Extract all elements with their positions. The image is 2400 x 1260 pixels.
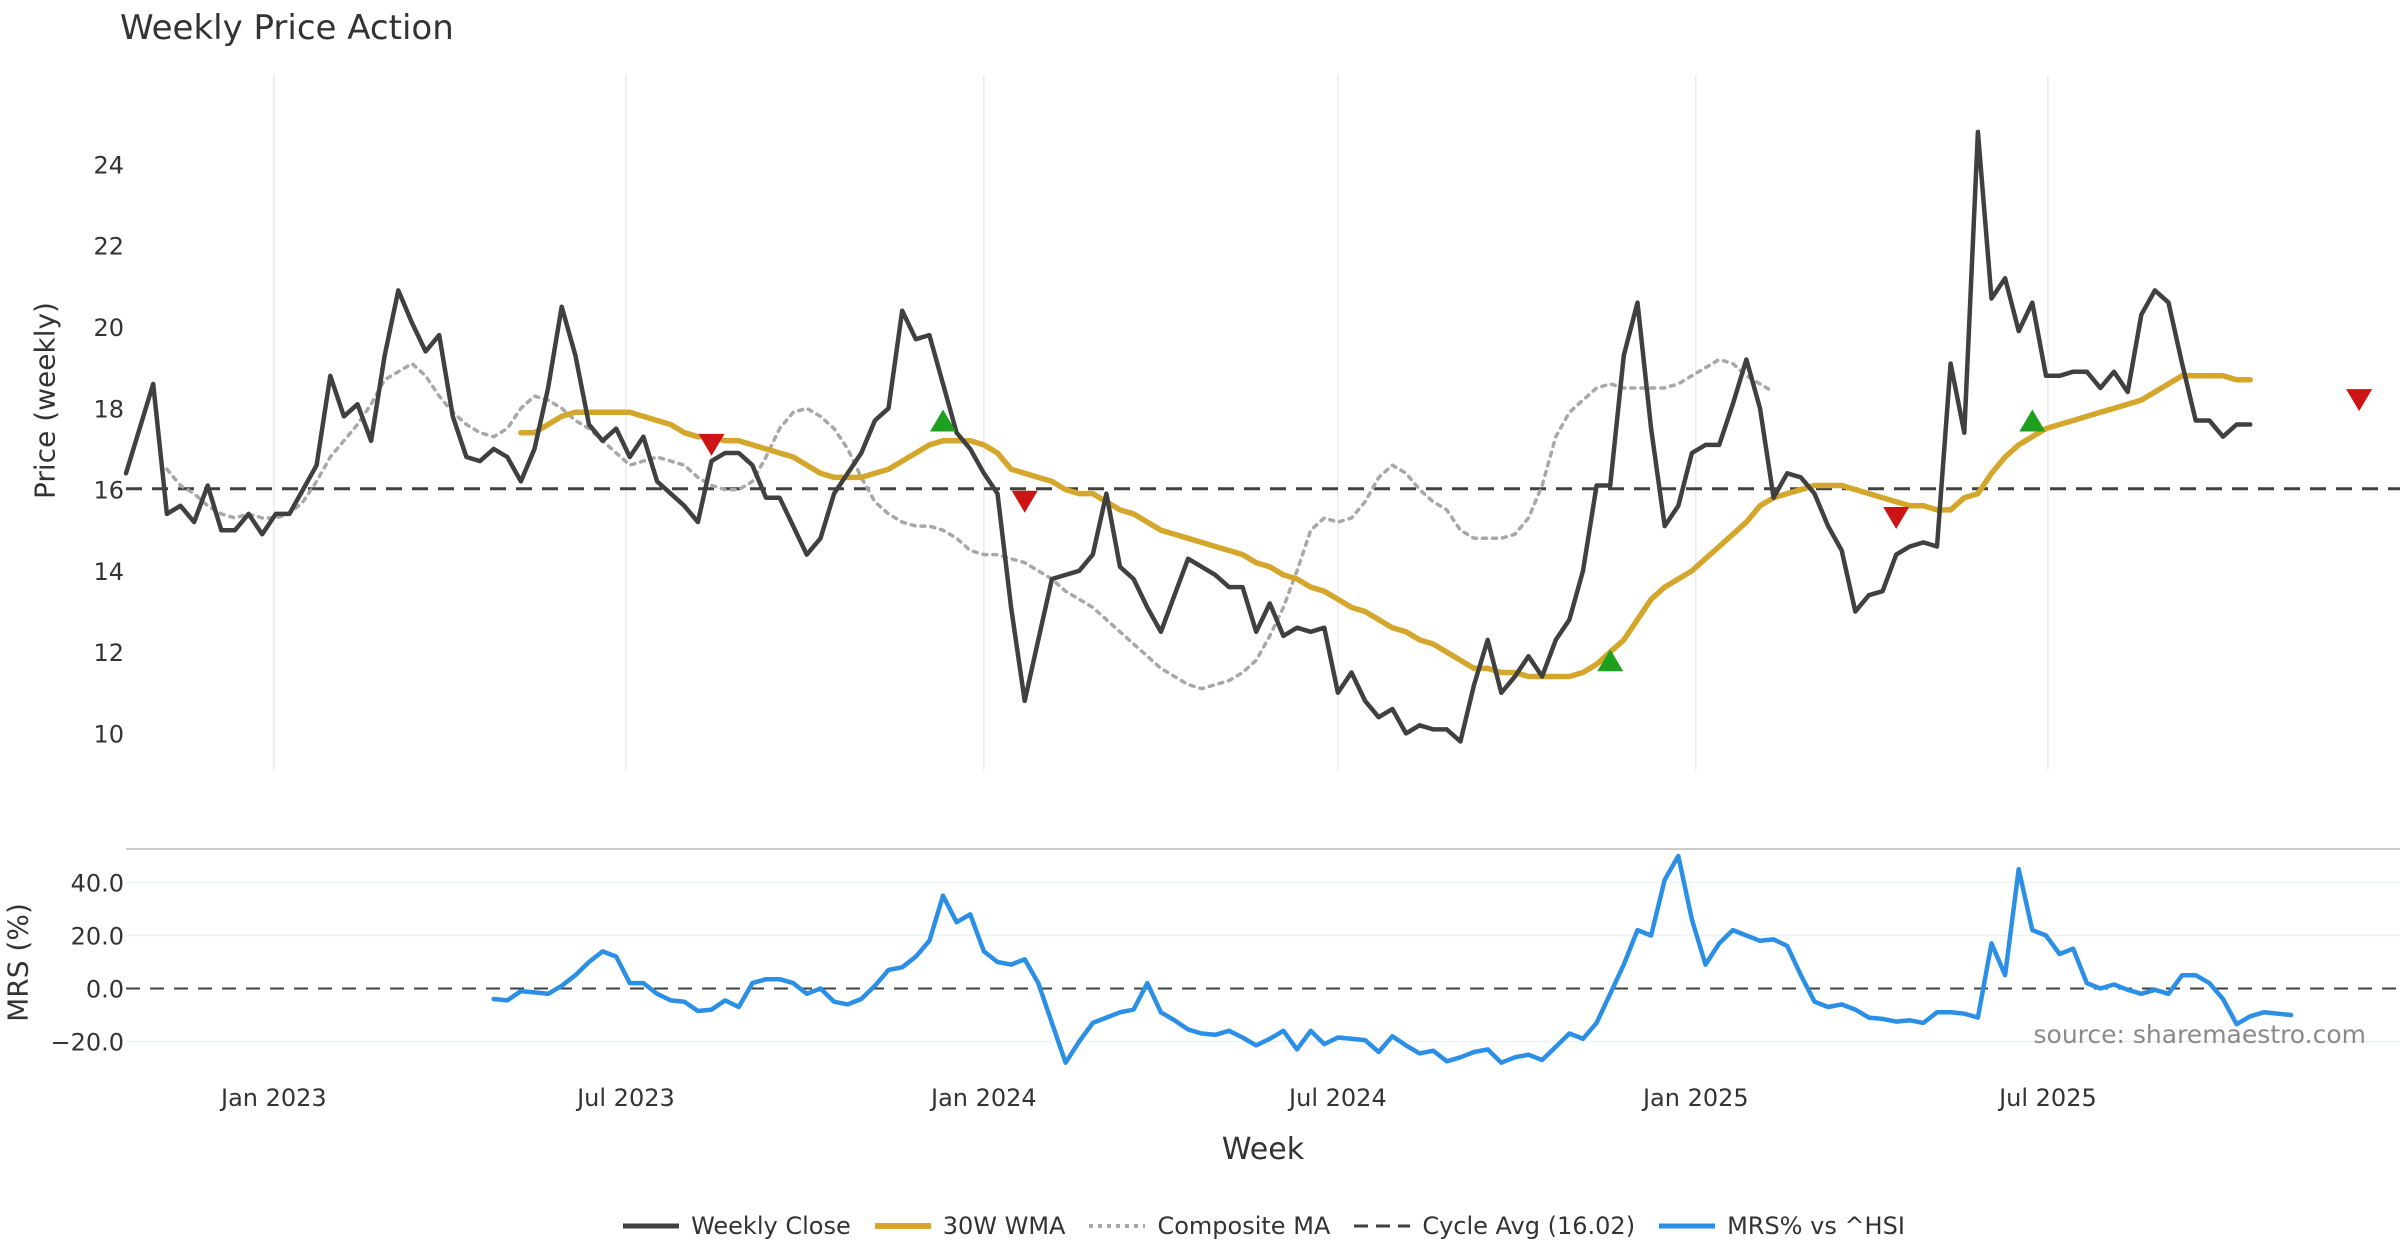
price-axis-label: Price (weekly)	[28, 302, 62, 499]
x-tick-label: Jan 2025	[1641, 1084, 1749, 1112]
x-axis-label: Week	[1221, 1132, 1305, 1167]
x-tick-label: Jan 2024	[929, 1084, 1037, 1112]
mrs-axis-label: MRS (%)	[1, 903, 35, 1022]
buy-signal-marker	[1597, 649, 1624, 672]
buy-signal-marker	[930, 409, 957, 432]
price-y-tick-label: 22	[93, 233, 124, 261]
legend-label: Cycle Avg (16.02)	[1422, 1212, 1636, 1240]
source-note: source: sharemaestro.com	[2033, 1020, 2367, 1049]
legend-swatch-cycle-avg	[1354, 1224, 1411, 1228]
price-y-tick-label: 10	[93, 720, 124, 748]
legend-item-weekly-close: Weekly Close	[621, 1212, 851, 1240]
legend-item-30w-wma: 30W WMA	[873, 1212, 1066, 1240]
sell-signal-marker	[1011, 490, 1038, 513]
mrs-y-tick-label: 20.0	[71, 922, 124, 950]
marker-layer	[698, 389, 2373, 672]
x-tick-label: Jul 2024	[1287, 1084, 1387, 1112]
grid-layer	[126, 75, 2400, 1043]
sell-signal-marker	[698, 433, 725, 456]
price-y-tick-label: 20	[93, 314, 124, 342]
price-y-tick-label: 14	[93, 558, 124, 586]
legend-label: Weekly Close	[691, 1212, 851, 1240]
axis-layer: Jan 2023 Jul 2023 Jan 2024 Jul 2024 Jan 2025…	[50, 151, 2096, 1112]
composite-ma-line	[165, 357, 1776, 691]
weekly-close-line	[123, 129, 2253, 744]
x-tick-label: Jan 2023	[219, 1084, 327, 1112]
legend-swatch-composite-ma	[1089, 1224, 1146, 1228]
line-layer	[123, 129, 2400, 1065]
wma-30w-line	[518, 373, 2253, 680]
price-y-tick-label: 18	[93, 395, 124, 423]
legend-swatch-30w-wma	[874, 1223, 931, 1229]
sell-signal-marker	[2346, 389, 2373, 412]
legend-swatch-weekly-close	[623, 1223, 680, 1229]
price-y-tick-label: 16	[93, 477, 124, 505]
mrs-y-tick-label: −20.0	[50, 1028, 124, 1056]
price-y-tick-label: 12	[93, 639, 124, 667]
legend-item-mrs: MRS% vs ^HSI	[1657, 1212, 1905, 1240]
legend-item-composite-ma: Composite MA	[1087, 1212, 1330, 1240]
x-tick-label: Jul 2025	[1997, 1084, 2097, 1112]
price-y-tick-label: 24	[93, 151, 124, 179]
mrs-y-tick-label: 40.0	[71, 869, 124, 897]
mrs-y-tick-label: 0.0	[86, 975, 124, 1003]
legend-label: MRS% vs ^HSI	[1727, 1212, 1905, 1240]
buy-signal-marker	[2019, 409, 2046, 432]
legend-label: Composite MA	[1157, 1212, 1331, 1240]
chart-title: Weekly Price Action	[120, 8, 454, 48]
mrs-line	[491, 853, 2294, 1065]
legend-item-cycle-avg: Cycle Avg (16.02)	[1352, 1212, 1635, 1240]
legend-label: 30W WMA	[942, 1212, 1066, 1240]
x-tick-label: Jul 2023	[575, 1084, 675, 1112]
sell-signal-marker	[1883, 507, 1910, 530]
legend-swatch-mrs	[1659, 1223, 1716, 1229]
legend: Weekly Close 30W WMA Composite MA Cycle …	[0, 1212, 2400, 1240]
